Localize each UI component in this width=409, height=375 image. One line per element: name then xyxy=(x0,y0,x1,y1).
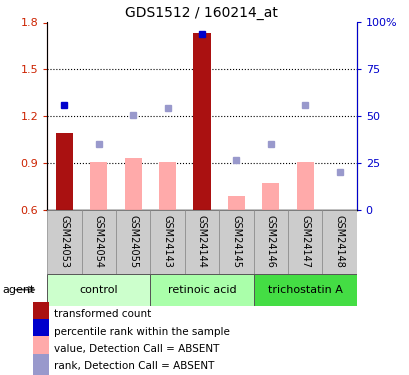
Bar xyxy=(253,210,287,274)
Text: agent: agent xyxy=(2,285,34,295)
Text: GSM24054: GSM24054 xyxy=(94,215,103,268)
Bar xyxy=(56,134,73,210)
Bar xyxy=(47,274,150,306)
Text: control: control xyxy=(79,285,118,295)
Text: GSM24146: GSM24146 xyxy=(265,215,275,268)
Bar xyxy=(90,162,107,210)
Text: percentile rank within the sample: percentile rank within the sample xyxy=(54,327,229,337)
Bar xyxy=(34,302,49,327)
Bar xyxy=(184,210,218,274)
Bar xyxy=(159,162,176,210)
Bar xyxy=(287,210,321,274)
Bar xyxy=(34,336,49,362)
Title: GDS1512 / 160214_at: GDS1512 / 160214_at xyxy=(125,6,278,20)
Text: rank, Detection Call = ABSENT: rank, Detection Call = ABSENT xyxy=(54,362,214,371)
Text: transformed count: transformed count xyxy=(54,309,151,319)
Bar xyxy=(116,210,150,274)
Text: trichostatin A: trichostatin A xyxy=(267,285,342,295)
Bar xyxy=(47,210,81,274)
Text: value, Detection Call = ABSENT: value, Detection Call = ABSENT xyxy=(54,344,219,354)
Text: GSM24055: GSM24055 xyxy=(128,215,138,268)
Text: retinoic acid: retinoic acid xyxy=(167,285,236,295)
Bar xyxy=(296,162,313,210)
Bar xyxy=(81,210,116,274)
Text: GSM24144: GSM24144 xyxy=(196,215,207,268)
Text: GSM24053: GSM24053 xyxy=(59,215,69,268)
Bar xyxy=(261,183,279,210)
Bar xyxy=(34,354,49,375)
Bar xyxy=(321,210,356,274)
Bar xyxy=(124,158,142,210)
Bar xyxy=(193,33,210,210)
Bar xyxy=(34,319,49,344)
Bar xyxy=(150,210,184,274)
Bar xyxy=(218,210,253,274)
Text: GSM24145: GSM24145 xyxy=(231,215,241,268)
Text: GSM24148: GSM24148 xyxy=(334,215,344,268)
Text: GSM24147: GSM24147 xyxy=(299,215,309,268)
Bar xyxy=(227,196,244,210)
Bar xyxy=(253,274,356,306)
Text: GSM24143: GSM24143 xyxy=(162,215,172,268)
Bar xyxy=(150,274,253,306)
